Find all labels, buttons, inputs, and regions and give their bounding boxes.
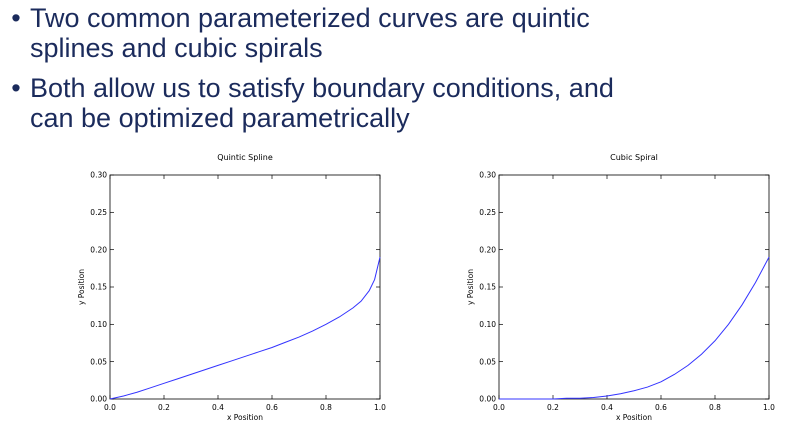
bullet-line: Both allow us to satisfy boundary condit… <box>30 73 614 103</box>
quintic-spline-chart: Quintic Spline 0.0 0.2 0.4 0.6 0.8 1.0 0.00 0.05… <box>77 153 386 422</box>
x-tick-label: 0.0 <box>493 403 505 412</box>
x-tick-label: 1.0 <box>374 403 386 412</box>
y-tick-label: 0.00 <box>90 395 107 404</box>
cubic-spiral-chart: Cubic Spiral 0.0 0.2 0.4 0.6 0.8 1.0 0.00 0.05 0.… <box>466 153 775 422</box>
y-axis-label: y Position <box>77 269 86 305</box>
bullet-line: Two common parameterized curves are quin… <box>30 3 590 33</box>
y-tick-label: 0.05 <box>479 357 496 366</box>
y-tick-label: 0.25 <box>479 208 496 217</box>
y-tick-label: 0.25 <box>90 208 107 217</box>
series-line <box>109 257 381 400</box>
plot-frame <box>109 174 381 400</box>
plot-frame <box>498 174 770 400</box>
bullet-line: splines and cubic spirals <box>30 33 323 63</box>
x-axis-label: x Position <box>227 413 263 422</box>
y-tick-label: 0.10 <box>90 320 107 329</box>
bullet-marker: • <box>11 3 21 33</box>
x-tick-label: 0.8 <box>320 403 332 412</box>
y-tick-label: 0.15 <box>479 283 496 292</box>
x-tick-label: 0.2 <box>158 403 170 412</box>
y-tick-label: 0.05 <box>90 357 107 366</box>
y-tick-label: 0.20 <box>479 245 496 254</box>
x-tick-label: 0.6 <box>266 403 278 412</box>
y-tick-label: 0.30 <box>479 171 496 180</box>
chart-title: Cubic Spiral <box>610 153 658 162</box>
chart-title: Quintic Spline <box>217 153 273 162</box>
bullet-marker: • <box>11 73 21 103</box>
x-axis-label: x Position <box>616 413 652 422</box>
y-tick-label: 0.15 <box>90 283 107 292</box>
x-tick-label: 0.0 <box>104 403 116 412</box>
y-tick-label: 0.10 <box>479 320 496 329</box>
y-tick-label: 0.00 <box>479 395 496 404</box>
bullet-line: can be optimized parametrically <box>30 103 410 133</box>
x-tick-label: 0.4 <box>601 403 613 412</box>
x-tick-label: 0.2 <box>547 403 559 412</box>
y-tick-label: 0.30 <box>90 171 107 180</box>
y-tick-label: 0.20 <box>90 245 107 254</box>
x-tick-label: 0.6 <box>655 403 667 412</box>
series-line <box>499 256 770 400</box>
y-axis-label: y Position <box>466 269 475 305</box>
x-tick-label: 0.4 <box>212 403 224 412</box>
x-tick-label: 0.8 <box>709 403 721 412</box>
x-tick-label: 1.0 <box>763 403 775 412</box>
